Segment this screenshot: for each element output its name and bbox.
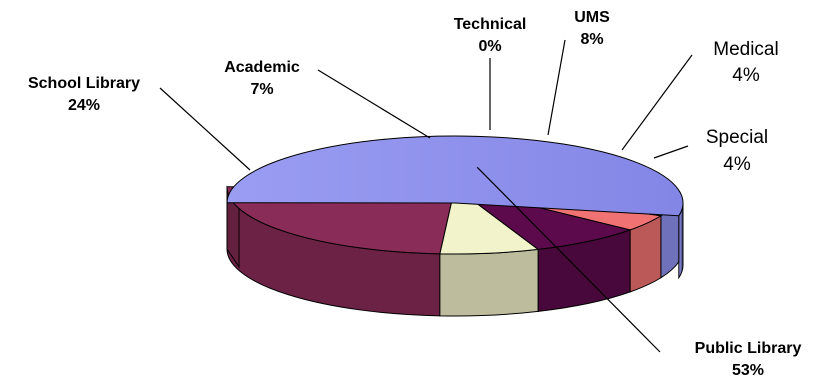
leader-lines — [159, 39, 693, 353]
slice-label-special: Special 4% — [706, 127, 768, 175]
label-special-pct: 4% — [723, 154, 751, 175]
label-technical-pct: 0% — [478, 38, 501, 55]
slice-label-academic: Academic 7% — [224, 59, 300, 98]
leader-line-academic — [317, 69, 431, 139]
label-school-library-name: School Library — [28, 75, 140, 92]
label-ums-name: UMS — [574, 9, 610, 26]
leader-line-medical — [621, 54, 693, 151]
leader-line-school-library — [159, 87, 251, 171]
label-public-library-name: Public Library — [695, 340, 802, 357]
label-technical-name: Technical — [454, 16, 527, 33]
label-academic-name: Academic — [224, 59, 300, 76]
label-public-library-pct: 53% — [732, 362, 764, 379]
pie-sides — [226, 185, 684, 317]
leader-line-public-library — [476, 166, 661, 353]
leader-line-ums — [547, 39, 566, 136]
pie-slice-public-library — [226, 135, 684, 217]
label-school-library-pct: 24% — [68, 97, 100, 114]
slice-label-ums: UMS 8% — [574, 9, 610, 48]
leader-line-special — [653, 145, 689, 159]
slice-label-technical: Technical 0% — [454, 16, 527, 55]
slice-label-school-library: School Library 24% — [28, 75, 140, 114]
slice-label-public-library: Public Library 53% — [695, 340, 802, 379]
slice-label-medical: Medical 4% — [713, 39, 778, 86]
label-medical-name: Medical — [713, 39, 778, 60]
label-ums-pct: 8% — [580, 31, 603, 48]
label-medical-pct: 4% — [732, 65, 760, 86]
label-academic-pct: 7% — [250, 81, 273, 98]
pie-side-academic — [439, 248, 539, 317]
label-special-name: Special — [706, 127, 768, 148]
